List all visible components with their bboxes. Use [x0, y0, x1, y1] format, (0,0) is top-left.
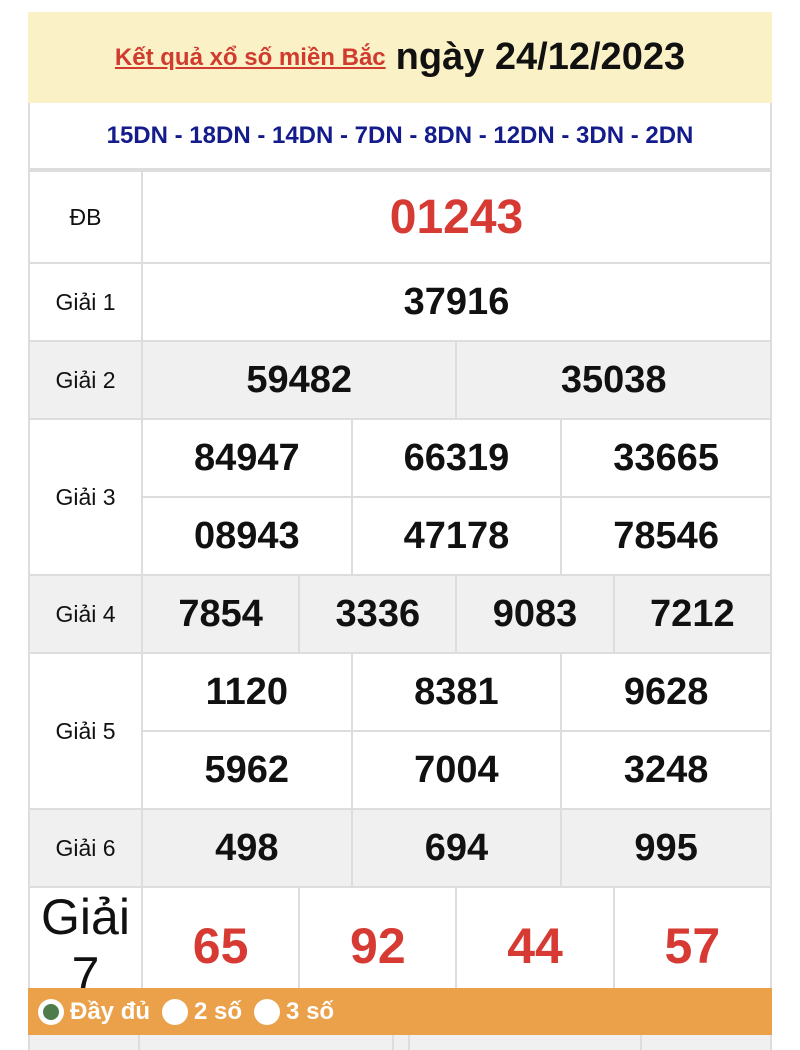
prize-number: 84947	[141, 418, 353, 498]
prize-number: 66319	[350, 418, 563, 498]
prize-number: 01243	[141, 170, 772, 264]
prize-row-g1: Giải 1 37916	[28, 262, 772, 342]
prize-row-g6: Giải 6 498 694 995	[28, 808, 772, 888]
region-link[interactable]: Kết quả xổ số miền Bắc	[114, 43, 386, 71]
option-label: 3 số	[286, 997, 335, 1025]
ticket-codes: 15DN - 18DN - 14DN - 7DN - 8DN - 12DN - …	[28, 103, 772, 170]
option-label: Đầy đủ	[70, 997, 151, 1025]
prize-number: 44	[455, 886, 615, 1006]
prize-number: 35038	[455, 340, 772, 420]
next-table-partial	[28, 1035, 772, 1050]
divider	[408, 1035, 410, 1050]
prize-number: 59482	[140, 340, 458, 420]
draw-date: ngày 24/12/2023	[395, 36, 686, 78]
prize-number: 7212	[612, 574, 773, 654]
prize-number: 694	[350, 808, 563, 888]
prize-number: 9083	[455, 574, 615, 654]
prize-number: 9628	[560, 652, 772, 732]
prize-label: Giải 5	[28, 652, 143, 810]
prize-number: 995	[560, 808, 772, 888]
divider	[392, 1035, 394, 1050]
prize-number: 08943	[141, 496, 353, 576]
option-3-digits[interactable]: 3 số	[254, 998, 334, 1026]
prize-row-g4: Giải 4 7854 3336 9083 7212	[28, 574, 773, 654]
results-table: ĐB 01243 Giải 1 37916 Giải 2 59482 35038…	[28, 170, 773, 1006]
radio-icon[interactable]	[162, 998, 189, 1025]
display-options-bar: Đầy đủ 2 số 3 số	[28, 988, 772, 1035]
results-panel: Kết quả xổ số miền Bắc ngày 24/12/2023 1…	[28, 12, 773, 1006]
prize-number: 498	[141, 808, 353, 888]
radio-selected-icon[interactable]	[38, 998, 64, 1025]
prize-label: Giải 2	[28, 340, 143, 420]
prize-number: 3336	[298, 574, 458, 654]
prize-number: 8381	[350, 652, 563, 732]
prize-number: 33665	[560, 418, 772, 498]
prize-label: Giải 3	[28, 418, 143, 576]
prize-row-g5b: 5962 7004 3248	[29, 730, 772, 810]
prize-row-db: ĐB 01243	[28, 170, 772, 264]
option-2-digits[interactable]: 2 số	[162, 998, 242, 1026]
prize-number: 57	[612, 886, 773, 1006]
prize-number: 47178	[350, 496, 563, 576]
prize-number: 7004	[350, 730, 563, 810]
prize-label: Giải 6	[28, 808, 143, 888]
radio-icon[interactable]	[254, 998, 281, 1025]
prize-row-g2: Giải 2 59482 35038	[28, 340, 772, 420]
prize-number: 5962	[141, 730, 353, 810]
prize-number: 1120	[141, 652, 353, 732]
prize-number: 37916	[141, 262, 772, 342]
prize-label: Giải 1	[28, 262, 143, 342]
option-full[interactable]: Đầy đủ	[38, 998, 150, 1026]
prize-number: 78546	[560, 496, 772, 576]
prize-row-g7: Giải 7 65 92 44 57	[28, 886, 773, 1006]
divider	[138, 1035, 140, 1050]
results-header: Kết quả xổ số miền Bắc ngày 24/12/2023	[28, 12, 772, 103]
prize-row-g5: Giải 5 1120 8381 9628	[28, 652, 772, 810]
prize-row-g3: Giải 3 84947 66319 33665	[28, 418, 772, 576]
prize-number: 7854	[140, 574, 301, 654]
prize-label: Giải 4	[28, 574, 143, 654]
divider	[640, 1035, 642, 1050]
prize-number: 92	[298, 886, 458, 1006]
prize-row-g3b: 08943 47178 78546	[29, 496, 772, 576]
option-label: 2 số	[194, 997, 243, 1025]
prize-number: 3248	[560, 730, 772, 810]
prize-number: 65	[140, 886, 301, 1006]
prize-label: ĐB	[28, 170, 143, 264]
